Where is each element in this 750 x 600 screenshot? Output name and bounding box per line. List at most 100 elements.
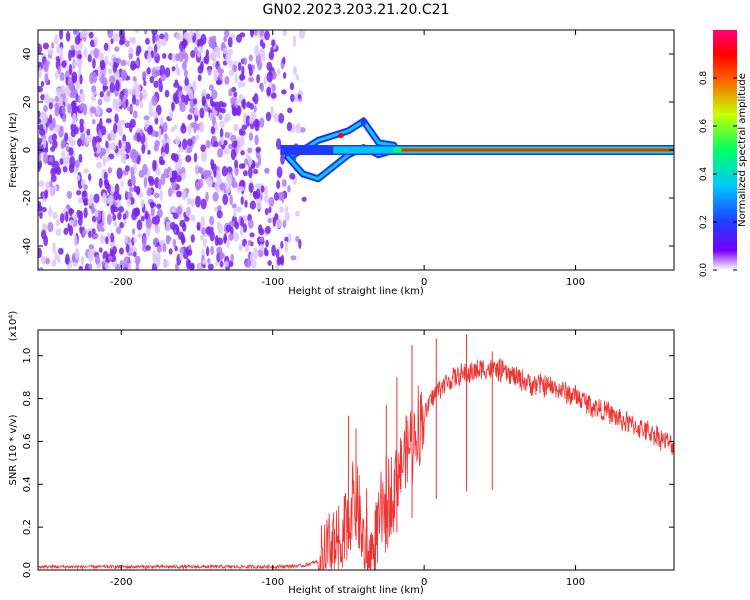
noise-blob	[70, 123, 77, 132]
noise-blob	[263, 75, 268, 86]
noise-blob	[109, 82, 116, 94]
noise-blob	[203, 103, 209, 112]
track-spot	[360, 117, 367, 126]
noise-blob	[54, 70, 59, 80]
noise-blob	[182, 138, 188, 151]
noise-blob	[93, 36, 98, 47]
noise-blob	[73, 235, 78, 247]
noise-blob	[205, 191, 209, 202]
noise-blob	[268, 50, 275, 61]
noise-blob	[76, 209, 82, 219]
noise-blob	[148, 178, 155, 186]
noise-blob	[216, 175, 222, 184]
noise-blob	[118, 139, 122, 149]
x-tick-label: 100	[566, 577, 585, 588]
noise-blob	[38, 110, 41, 118]
noise-blob	[207, 68, 212, 76]
noise-blob	[61, 150, 66, 160]
colorbar: 0.0 0.2 0.4 0.6 0.8 Normalized spectral ampl…	[699, 30, 748, 277]
noise-blob	[38, 180, 45, 188]
noise-blob	[215, 79, 223, 86]
noise-blob	[255, 188, 261, 199]
noise-blob	[99, 61, 106, 71]
noise-blob	[78, 265, 83, 270]
noise-blob	[52, 117, 56, 128]
noise-blob	[248, 54, 253, 62]
x-tick-label: 0	[421, 577, 427, 588]
noise-blob	[160, 138, 167, 145]
noise-blob	[83, 46, 88, 58]
noise-blob	[77, 216, 83, 227]
noise-blob	[110, 142, 117, 151]
noise-blob	[94, 254, 101, 265]
noise-blob	[52, 242, 56, 254]
noise-blob	[143, 80, 147, 86]
noise-blob	[82, 229, 87, 238]
noise-blob	[48, 102, 53, 110]
noise-blob	[92, 58, 96, 69]
y-tick-label: 0.8	[22, 391, 33, 407]
noise-blob	[247, 239, 252, 246]
noise-blob	[176, 190, 182, 198]
noise-blob	[236, 135, 241, 146]
noise-blob	[131, 175, 136, 187]
noise-blob	[144, 210, 149, 220]
signal-line	[401, 148, 674, 152]
noise-blob	[238, 163, 245, 169]
noise-blob	[54, 124, 61, 133]
noise-blob	[78, 153, 83, 163]
noise-blob	[55, 219, 61, 227]
noise-blob	[224, 131, 230, 139]
noise-blob	[98, 177, 103, 188]
noise-blob	[207, 263, 214, 270]
noise-blob	[101, 125, 107, 136]
noise-blob	[59, 30, 64, 40]
noise-blob	[207, 170, 212, 177]
noise-blob	[50, 174, 57, 183]
noise-blob	[99, 234, 106, 244]
noise-blob	[297, 93, 301, 100]
noise-blob	[104, 55, 109, 66]
noise-blob	[249, 232, 255, 238]
noise-blob	[135, 90, 139, 98]
noise-blob	[295, 73, 300, 81]
noise-blob	[112, 206, 119, 213]
noise-blob	[217, 73, 223, 79]
noise-blob	[45, 257, 50, 265]
noise-blob	[208, 84, 214, 92]
noise-blob	[265, 239, 269, 248]
noise-blob	[248, 182, 254, 193]
noise-blob	[153, 192, 160, 199]
noise-blob	[160, 116, 164, 127]
noise-blob	[186, 146, 193, 154]
noise-blob	[65, 211, 69, 223]
snr-xlabel: Height of straight line (km)	[288, 585, 424, 596]
noise-blob	[145, 244, 151, 251]
noise-blob	[220, 107, 226, 114]
noise-blob	[173, 124, 178, 130]
noise-blob	[183, 94, 189, 106]
noise-blob	[282, 71, 287, 79]
noise-blob	[170, 126, 176, 133]
noise-blob	[188, 88, 194, 100]
noise-blob	[182, 60, 187, 70]
noise-blob	[99, 117, 103, 130]
noise-blob	[38, 66, 42, 79]
noise-blob	[103, 94, 108, 102]
noise-blob	[93, 47, 99, 59]
noise-blob	[135, 262, 140, 270]
noise-blob	[79, 118, 84, 127]
noise-blob	[134, 207, 140, 216]
spectrogram-marks	[38, 30, 674, 270]
noise-blob	[171, 101, 175, 112]
noise-blob	[212, 191, 219, 202]
noise-blob	[214, 121, 219, 131]
noise-blob	[148, 107, 154, 118]
noise-blob	[65, 253, 70, 265]
noise-blob	[228, 60, 234, 69]
noise-blob	[233, 123, 239, 132]
noise-blob	[118, 194, 122, 201]
noise-blob	[200, 198, 207, 210]
noise-blob	[105, 118, 112, 124]
x-tick-label: -100	[261, 577, 284, 588]
